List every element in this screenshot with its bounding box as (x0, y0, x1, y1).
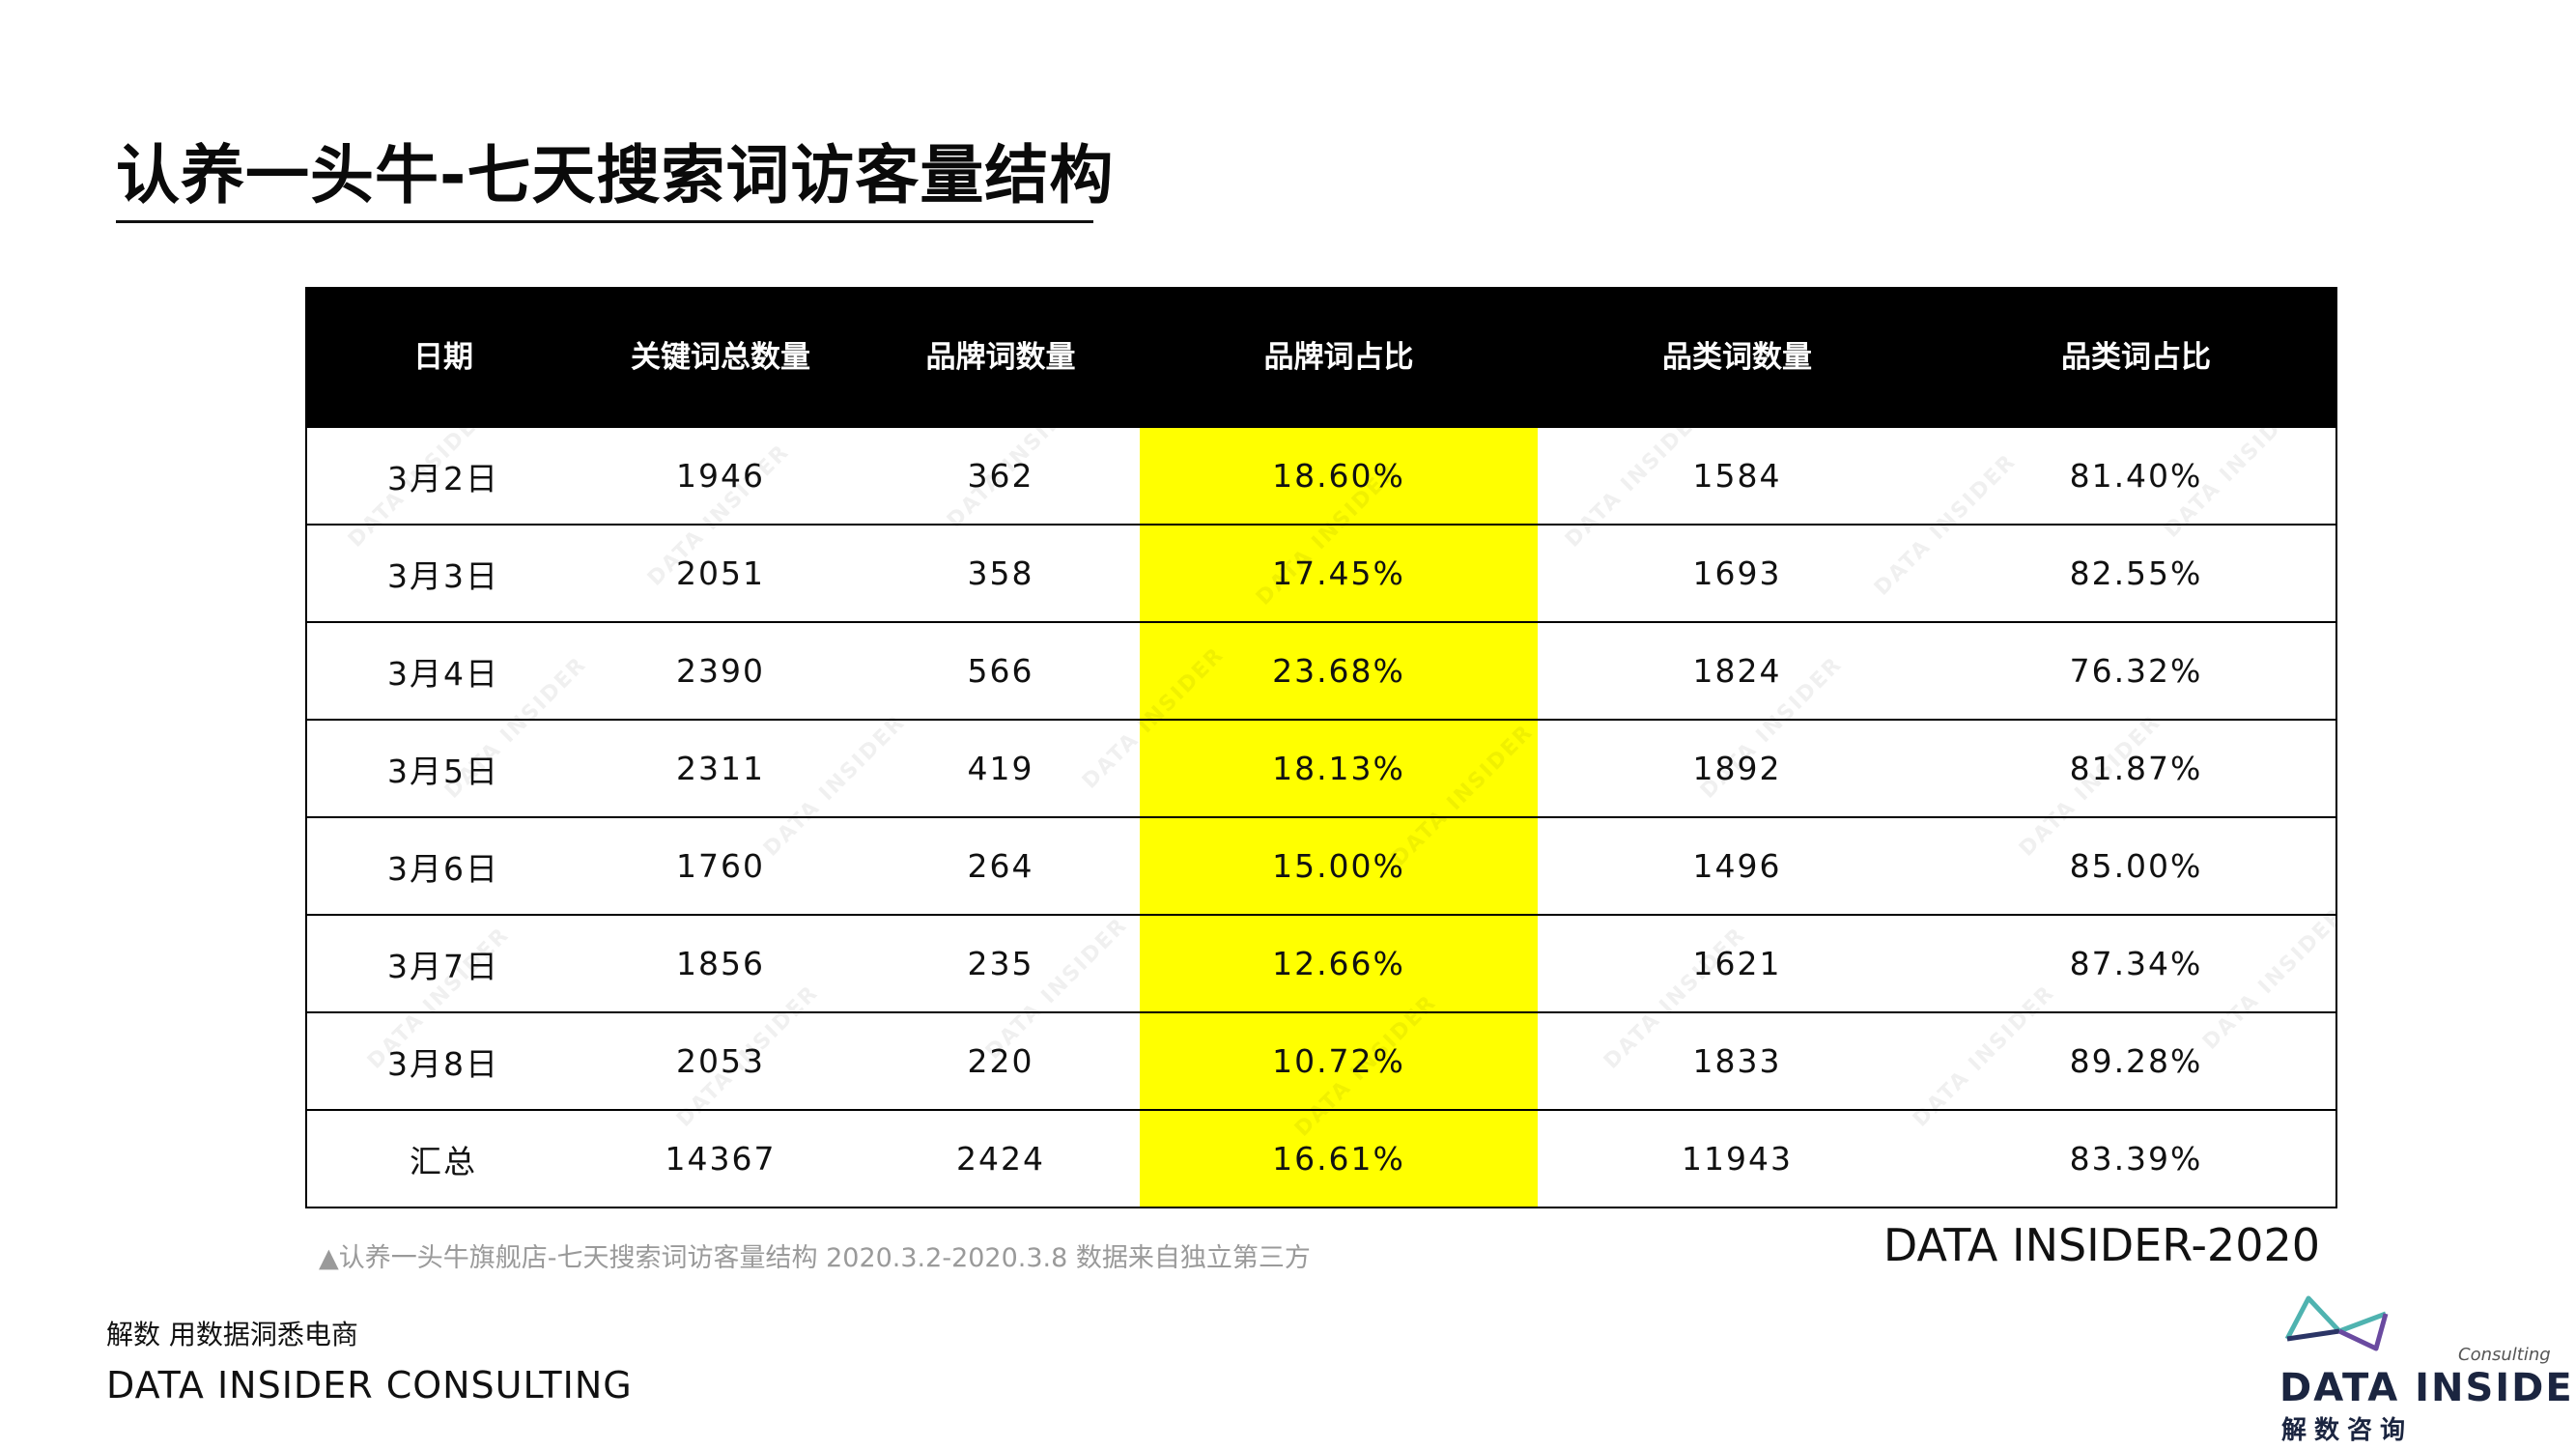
cell-brand-share: 12.66% (1140, 914, 1538, 1012)
cell-date: 3月3日 (306, 524, 580, 622)
table-body: 3月2日 1946 362 18.60% 1584 81.40% 3月3日 20… (306, 426, 2336, 1208)
cell-category-count: 11943 (1538, 1109, 1937, 1208)
cell-category-share: 85.00% (1937, 816, 2336, 915)
cell-category-share: 82.55% (1937, 524, 2336, 622)
table-row: 3月3日 2051 358 17.45% 1693 82.55% (306, 524, 2336, 622)
cell-category-count: 1496 (1538, 816, 1937, 915)
cell-brand-share: 10.72% (1140, 1011, 1538, 1110)
cell-date: 3月2日 (306, 426, 580, 525)
table-row: 3月7日 1856 235 12.66% 1621 87.34% (306, 914, 2336, 1012)
logo-mark-icon (2284, 1295, 2389, 1351)
header-date: 日期 (306, 288, 580, 427)
header-brand-count: 品牌词数量 (862, 288, 1140, 427)
cell-category-count: 1833 (1538, 1011, 1937, 1110)
cell-keyword-total: 1760 (580, 816, 862, 915)
table-row: 3月4日 2390 566 23.68% 1824 76.32% (306, 621, 2336, 720)
search-term-table-container: 日期 关键词总数量 品牌词数量 品牌词占比 品类词数量 品类词占比 3月2日 1… (305, 287, 2337, 1208)
cell-keyword-total: 1946 (580, 426, 862, 525)
cell-brand-count: 566 (862, 621, 1140, 720)
table-row: 3月6日 1760 264 15.00% 1496 85.00% (306, 816, 2336, 915)
cell-keyword-total: 2053 (580, 1011, 862, 1110)
cell-brand-count: 264 (862, 816, 1140, 915)
header-category-share: 品类词占比 (1937, 288, 2336, 427)
cell-date: 3月7日 (306, 914, 580, 1012)
cell-brand-share: 18.60% (1140, 426, 1538, 525)
logo-cn-text: 解数咨询 (2281, 1416, 2414, 1445)
footer-slogan: 解数 用数据洞悉电商 (106, 1319, 358, 1350)
cell-brand-share: 17.45% (1140, 524, 1538, 622)
table-header: 日期 关键词总数量 品牌词数量 品牌词占比 品类词数量 品类词占比 (306, 288, 2336, 427)
cell-brand-share: 15.00% (1140, 816, 1538, 915)
cell-date: 汇总 (306, 1109, 580, 1208)
header-brand-share: 品牌词占比 (1140, 288, 1538, 427)
cell-keyword-total: 2051 (580, 524, 862, 622)
cell-brand-count: 220 (862, 1011, 1140, 1110)
cell-brand-share: 18.13% (1140, 719, 1538, 817)
page-title: 认养一头牛-七天搜索词访客量结构 (116, 138, 1115, 213)
cell-brand-count: 235 (862, 914, 1140, 1012)
header-category-count: 品类词数量 (1538, 288, 1937, 427)
table-row: 3月2日 1946 362 18.60% 1584 81.40% (306, 426, 2336, 525)
cell-brand-share: 16.61% (1140, 1109, 1538, 1208)
cell-keyword-total: 2311 (580, 719, 862, 817)
cell-category-count: 1824 (1538, 621, 1937, 720)
source-note: ▲认养一头牛旗舰店-七天搜索词访客量结构 2020.3.2-2020.3.8 数… (319, 1243, 1311, 1273)
logo-name-text: DATA INSIDER (2279, 1366, 2576, 1410)
cell-date: 3月6日 (306, 816, 580, 915)
cell-brand-count: 358 (862, 524, 1140, 622)
cell-keyword-total: 14367 (580, 1109, 862, 1208)
cell-date: 3月8日 (306, 1011, 580, 1110)
header-keyword-total: 关键词总数量 (580, 288, 862, 427)
cell-brand-count: 362 (862, 426, 1140, 525)
title-underline (116, 220, 1093, 223)
cell-date: 3月5日 (306, 719, 580, 817)
search-term-table: 日期 关键词总数量 品牌词数量 品牌词占比 品类词数量 品类词占比 3月2日 1… (305, 287, 2337, 1208)
cell-date: 3月4日 (306, 621, 580, 720)
cell-brand-count: 419 (862, 719, 1140, 817)
brand-logo: Consulting DATA INSIDER 解数咨询 (2279, 1293, 2576, 1445)
cell-category-share: 89.28% (1937, 1011, 2336, 1110)
cell-keyword-total: 1856 (580, 914, 862, 1012)
cell-category-count: 1621 (1538, 914, 1937, 1012)
header-row: 日期 关键词总数量 品牌词数量 品牌词占比 品类词数量 品类词占比 (306, 288, 2336, 427)
brand-year-label: DATA INSIDER-2020 (1882, 1219, 2320, 1271)
cell-brand-count: 2424 (862, 1109, 1140, 1208)
cell-category-share: 76.32% (1937, 621, 2336, 720)
cell-category-share: 87.34% (1937, 914, 2336, 1012)
cell-category-count: 1693 (1538, 524, 1937, 622)
cell-brand-share: 23.68% (1140, 621, 1538, 720)
cell-keyword-total: 2390 (580, 621, 862, 720)
cell-category-share: 83.39% (1937, 1109, 2336, 1208)
cell-category-count: 1584 (1538, 426, 1937, 525)
cell-category-count: 1892 (1538, 719, 1937, 817)
table-row: 3月5日 2311 419 18.13% 1892 81.87% (306, 719, 2336, 817)
cell-category-share: 81.40% (1937, 426, 2336, 525)
footer-company: DATA INSIDER CONSULTING (106, 1364, 633, 1406)
cell-category-share: 81.87% (1937, 719, 2336, 817)
table-row: 3月8日 2053 220 10.72% 1833 89.28% (306, 1011, 2336, 1110)
table-row-total: 汇总 14367 2424 16.61% 11943 83.39% (306, 1109, 2336, 1208)
logo-consulting-text: Consulting (2458, 1345, 2551, 1365)
